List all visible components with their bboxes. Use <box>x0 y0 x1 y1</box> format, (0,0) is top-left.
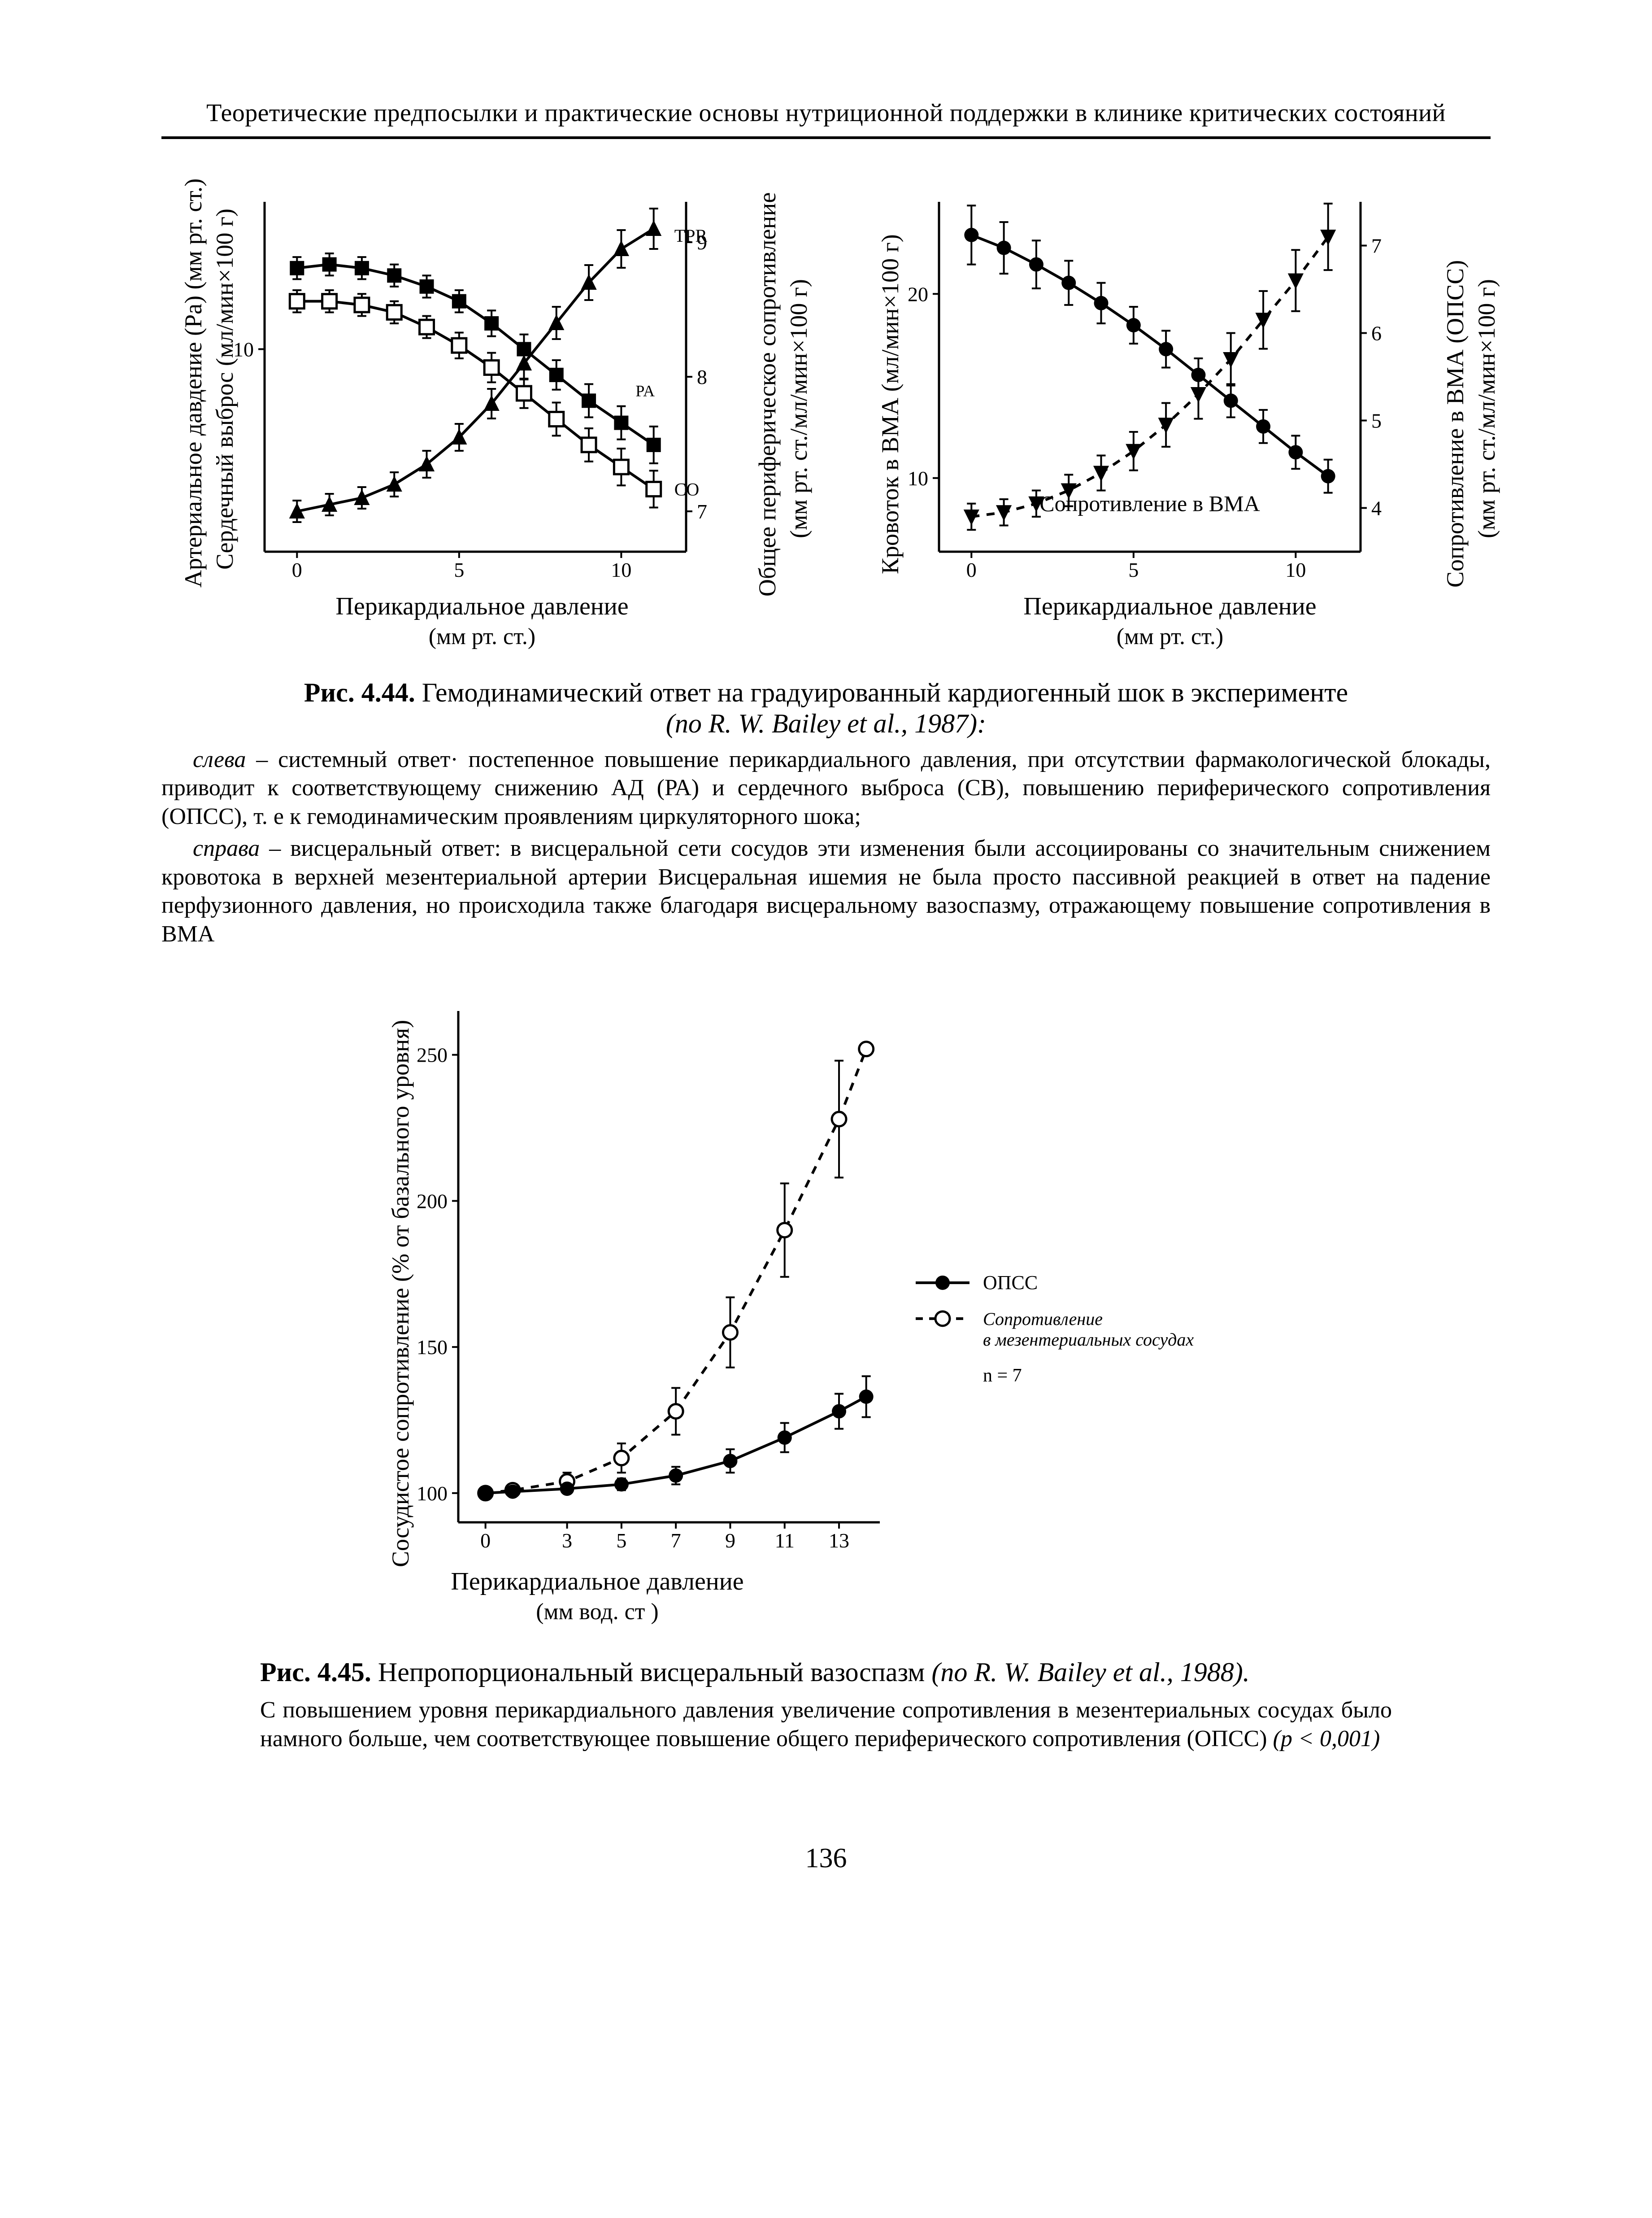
svg-text:7: 7 <box>1371 235 1382 257</box>
fig-4-45-caption: Рис. 4.45. Непропорциональный висцеральн… <box>161 1657 1491 1753</box>
svg-text:10: 10 <box>908 467 928 490</box>
left-yr1-label: Общее периферическое сопротивление <box>753 192 781 597</box>
svg-text:250: 250 <box>417 1044 448 1067</box>
svg-text:100: 100 <box>417 1482 448 1505</box>
right-x-title: Перикардиальное давление <box>849 592 1491 621</box>
svg-text:13: 13 <box>829 1529 849 1552</box>
svg-text:5: 5 <box>1128 558 1139 581</box>
svg-text:Сопротивление: Сопротивление <box>983 1309 1103 1329</box>
fig444-p2: – висцеральный ответ: в висцеральной сет… <box>161 836 1491 946</box>
svg-text:20: 20 <box>908 283 928 305</box>
right-x-sub: (мм рт. ст.) <box>849 623 1491 650</box>
svg-text:200: 200 <box>417 1190 448 1212</box>
svg-text:Сопротивление в ВМА: Сопротивление в ВМА <box>1039 491 1260 516</box>
fig444-source: (по R. W. Bailey et al., 1987): <box>161 708 1491 739</box>
fig445-para-em: (p < 0,001) <box>1273 1726 1380 1752</box>
fig445-para: С повышением уровня перикардиального дав… <box>260 1697 1392 1751</box>
fig445-num: Рис. 4.45. <box>260 1657 371 1687</box>
fig-4-44-right-panel: Кровоток в ВМА (мл/мин×100 г) Сопротивле… <box>849 193 1491 659</box>
svg-text:n = 7: n = 7 <box>983 1365 1022 1386</box>
left-x-title: Перикардиальное давление <box>161 592 803 621</box>
svg-text:4: 4 <box>1371 497 1382 520</box>
fig-4-45-svg: 0 3 5 7 9 11 13 100 150 200 250 ОПСС Сопротивлениев … <box>413 1002 1283 1563</box>
running-head: Теоретические предпосылки и практические… <box>161 99 1491 139</box>
svg-text:150: 150 <box>417 1336 448 1359</box>
fig444-p2-lead: справа <box>193 836 260 861</box>
svg-text:6: 6 <box>1371 322 1382 345</box>
svg-text:8: 8 <box>697 366 707 388</box>
fig445-x-title: Перикардиальное давление <box>248 1567 947 1596</box>
fig444-p1-lead: слева <box>193 747 246 772</box>
fig444-num: Рис. 4.44. <box>304 678 415 707</box>
svg-text:TPR: TPR <box>674 226 708 246</box>
svg-text:0: 0 <box>966 558 977 581</box>
svg-text:7: 7 <box>697 500 707 523</box>
fig-4-44-row: Артериальное давдение (Ра) (мм рт. ст.) … <box>161 193 1491 659</box>
svg-text:CO: CO <box>674 479 700 499</box>
left-yr2-label: (мм рт. ст./мл/мин×100 г) <box>785 279 813 538</box>
svg-text:10: 10 <box>233 338 254 361</box>
fig-4-44-left-panel: Артериальное давдение (Ра) (мм рт. ст.) … <box>161 193 803 659</box>
fig444-p1: – системный ответ· постепенное повышение… <box>161 747 1491 829</box>
fig445-source: (по R. W. Bailey et al., 1988). <box>931 1657 1249 1687</box>
fig-4-44-right-svg: 0 5 10 10 20 4 5 6 7 Сопротивление в ВМА <box>899 193 1401 588</box>
page-number: 136 <box>161 1843 1491 1874</box>
fig-4-44-left-svg: 051010789TPRPACO <box>229 193 722 588</box>
svg-text:11: 11 <box>775 1529 795 1552</box>
fig445-ylabel: Сосудистое сопротивление (% от базальног… <box>387 1020 414 1567</box>
svg-text:10: 10 <box>1285 558 1306 581</box>
svg-text:5: 5 <box>454 558 464 581</box>
left-x-sub: (мм рт. ст.) <box>161 623 803 650</box>
svg-text:в мезентериальных сосудах: в мезентериальных сосудах <box>983 1329 1194 1350</box>
right-yr2-label: (мм рт. ст./мл/мин×100 г) <box>1473 279 1500 538</box>
fig445-x-sub: (мм вод. ст ) <box>248 1599 947 1625</box>
fig-4-45-panel: Сосудистое сопротивление (% от базальног… <box>364 1002 1288 1639</box>
svg-text:10: 10 <box>611 558 631 581</box>
fig-4-44-caption: Рис. 4.44. Гемодинамический ответ на гра… <box>161 677 1491 948</box>
svg-text:ОПСС: ОПСС <box>983 1272 1038 1294</box>
svg-text:5: 5 <box>1371 410 1382 432</box>
fig444-title: Гемодинамический ответ на градуированный… <box>415 678 1348 707</box>
svg-text:PA: PA <box>635 382 655 400</box>
svg-text:5: 5 <box>616 1529 626 1552</box>
svg-text:9: 9 <box>725 1529 735 1552</box>
svg-text:7: 7 <box>671 1529 681 1552</box>
svg-text:3: 3 <box>562 1529 572 1552</box>
right-yr1-label: Сопротивление в ВМА (ОПСС) <box>1441 260 1469 588</box>
svg-text:0: 0 <box>480 1529 491 1552</box>
fig445-title: Непропорциональный висцеральный вазоспаз… <box>371 1657 932 1687</box>
left-y1-label: Артериальное давдение (Ра) (мм рт. ст.) <box>179 179 207 588</box>
svg-text:0: 0 <box>292 558 302 581</box>
